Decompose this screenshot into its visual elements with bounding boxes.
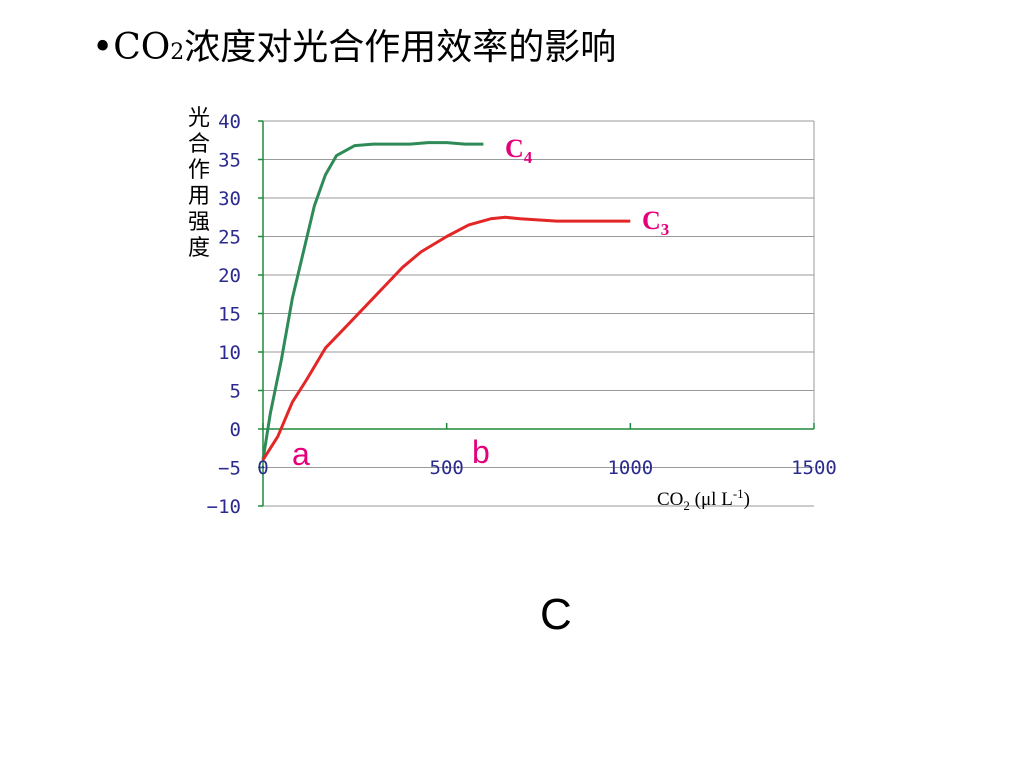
y-tick-label: 10 [218, 342, 241, 364]
annotation-a: a [292, 436, 310, 472]
x-tick-label: 0 [257, 457, 268, 479]
label-layer: C4 C3 a b CO2 (μl L-1) [292, 134, 750, 513]
y-tick-label: −5 [218, 458, 241, 480]
y-tick-label: −10 [207, 496, 241, 518]
y-tick-label: 15 [218, 304, 241, 326]
y-tick-label: 40 [218, 111, 241, 133]
y-tick-label: 25 [218, 227, 241, 249]
x-tick-label: 500 [430, 457, 464, 479]
y-tick-label: 5 [230, 381, 241, 403]
grid-layer [263, 120, 815, 507]
x-tick-label: 1500 [791, 457, 837, 479]
curve-label-C3: C3 [642, 206, 669, 239]
title-suffix: 浓度对光合作用效率的影响 [184, 27, 617, 68]
series-line-C4 [261, 141, 484, 461]
curve-label-C4: C4 [505, 134, 533, 167]
title-subscript: 2 [170, 40, 185, 65]
y-axis-label: 光合作用强度 [187, 106, 210, 261]
y-tick-label: 30 [218, 188, 241, 210]
annotation-b: b [472, 434, 490, 470]
slide-title: •CO2浓度对光合作用效率的影响 [92, 30, 616, 66]
x-tick-label: 1000 [607, 457, 653, 479]
x-axis-label: CO2 (μl L-1) [657, 486, 750, 513]
y-tick-label: 35 [218, 150, 241, 172]
y-tick-label: 0 [230, 419, 241, 441]
title-bullet: • [92, 27, 114, 68]
title-prefix: CO [113, 27, 171, 68]
axes-layer: 40 35 30 25 20 15 10 5 0 −5 −10 0 500 1000 1500 [207, 111, 837, 518]
y-tick-label: 20 [218, 265, 241, 287]
answer-text: C [540, 590, 572, 639]
series-layer [261, 141, 631, 461]
series-line-C3 [261, 215, 631, 461]
